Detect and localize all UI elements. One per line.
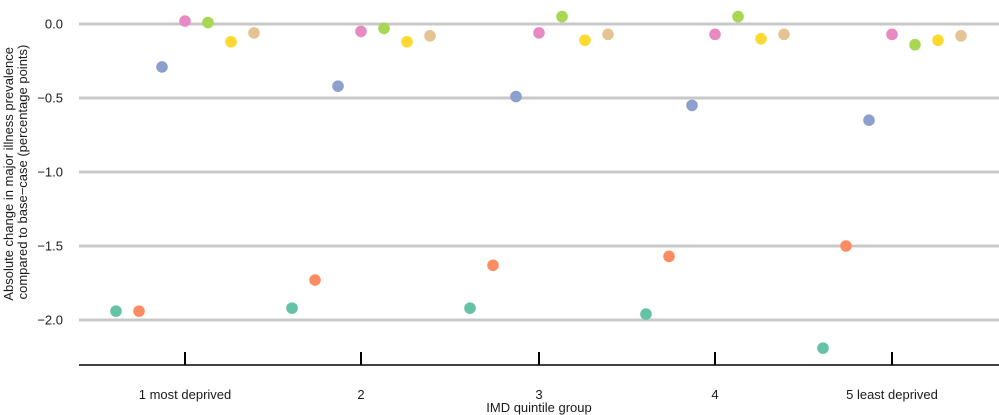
data-point [686, 99, 698, 112]
data-point [732, 10, 744, 23]
data-point [755, 33, 767, 45]
data-point [225, 35, 237, 48]
data-point [464, 302, 476, 314]
data-point [156, 61, 168, 73]
data-point [487, 259, 499, 272]
data-point [909, 38, 921, 51]
data-point [378, 22, 390, 35]
data-point [533, 27, 545, 39]
data-point [179, 15, 191, 27]
x-tick-label: 5 least deprived [846, 387, 938, 402]
x-axis-title: IMD quintile group [486, 400, 592, 415]
data-point [110, 305, 122, 317]
y-tick-label: 0.0 [45, 17, 63, 32]
data-point [640, 308, 652, 320]
x-axis: 1 most deprived 2 3 4 5 least deprived [79, 352, 999, 402]
x-tick-label: 3 [535, 387, 542, 402]
data-point [202, 16, 214, 29]
y-axis-title-line-1: Absolute change in major illness prevale… [1, 47, 16, 301]
data-point [556, 10, 568, 23]
data-point [309, 274, 321, 286]
data-point [817, 342, 829, 354]
data-point [424, 30, 436, 42]
y-tick-label: −1.5 [37, 239, 63, 254]
data-point [709, 28, 721, 41]
y-tick-labels: 0.0 −0.5 −1.0 −1.5 −2.0 [37, 17, 63, 328]
y-axis-title-line-2: compared to base−case (percentage points… [15, 45, 30, 300]
data-point [355, 25, 367, 38]
data-point [932, 34, 944, 47]
data-point [863, 114, 875, 126]
data-point [778, 28, 790, 41]
data-point [286, 302, 298, 314]
data-point [510, 90, 522, 103]
x-tick-label: 4 [711, 387, 718, 402]
data-point [133, 305, 145, 317]
data-point [886, 28, 898, 41]
x-tick-label: 2 [357, 387, 364, 402]
y-axis-title: Absolute change in major illness prevale… [1, 43, 30, 300]
data-point [955, 30, 967, 42]
y-tick-label: −0.5 [37, 91, 63, 106]
data-point [248, 27, 260, 39]
data-point [663, 250, 675, 263]
data-points [110, 10, 967, 354]
data-point [401, 35, 413, 48]
data-point [332, 80, 344, 92]
y-tick-label: −2.0 [37, 313, 63, 328]
y-tick-label: −1.0 [37, 165, 63, 180]
data-point [579, 34, 591, 47]
data-point [840, 240, 852, 252]
data-point [602, 28, 614, 41]
x-tick-label: 1 most deprived [139, 387, 232, 402]
grid-lines [79, 22, 999, 322]
